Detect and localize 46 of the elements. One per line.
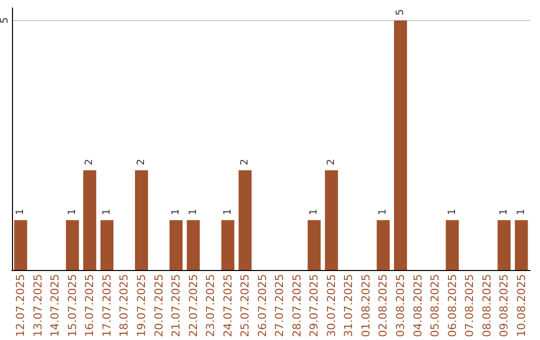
data-label: 1: [15, 208, 26, 216]
x-tick-label: 19.07.2025: [135, 274, 148, 337]
x-tick-label: 02.08.2025: [376, 274, 390, 337]
data-label: 1: [378, 208, 389, 216]
x-tick-label: 06.08.2025: [446, 274, 459, 337]
x-tick-label: 16.07.2025: [83, 274, 96, 337]
x-tick-label: 30.07.2025: [324, 274, 338, 337]
data-label: 2: [84, 158, 96, 166]
x-tick-label: 08.08.2025: [480, 274, 494, 337]
x-tick-label: 04.08.2025: [411, 274, 424, 337]
data-label: 1: [308, 208, 320, 216]
x-tick-label: 28.07.2025: [290, 274, 304, 337]
x-tick-label: 14.07.2025: [48, 274, 62, 337]
data-label: 1: [446, 208, 458, 216]
x-tick-label: 27.07.2025: [273, 274, 286, 337]
data-label: 1: [170, 208, 182, 216]
x-tick-label: 13.07.2025: [31, 274, 44, 337]
x-tick-label: 24.07.2025: [221, 274, 234, 337]
data-label: 1: [222, 208, 234, 216]
data-label: 2: [136, 158, 147, 166]
x-tick-label: 22.07.2025: [186, 274, 200, 337]
data-label: 1: [498, 208, 510, 216]
x-tick-label: 29.07.2025: [308, 274, 321, 337]
x-tick-label: 10.08.2025: [514, 274, 528, 337]
data-label: 1: [516, 208, 527, 216]
x-tick-label: 17.07.2025: [100, 274, 114, 337]
data-label: 1: [66, 208, 78, 216]
data-label: 2: [240, 158, 251, 166]
x-tick-label: 15.07.2025: [66, 274, 79, 337]
x-tick-label: 26.07.2025: [256, 274, 269, 337]
x-tick-label: 12.07.2025: [14, 274, 28, 337]
data-label: 1: [188, 208, 199, 216]
data-label: 2: [326, 158, 337, 166]
x-tick-label: 31.07.2025: [342, 274, 356, 337]
data-label: 1: [101, 208, 112, 216]
x-tick-label: 05.08.2025: [428, 274, 442, 337]
x-tick-label: 18.07.2025: [118, 274, 131, 337]
x-tick-label: 09.08.2025: [498, 274, 511, 337]
data-label: 5: [395, 9, 406, 16]
x-tick-label: 20.07.2025: [152, 274, 166, 337]
x-tick-label: 23.07.2025: [204, 274, 218, 337]
x-tick-label: 01.08.2025: [359, 274, 372, 337]
x-tick-label: 07.08.2025: [463, 274, 476, 337]
x-tick-label: 21.07.2025: [170, 274, 183, 337]
x-tick-label: 25.07.2025: [238, 274, 252, 337]
x-tick-label: 03.08.2025: [394, 274, 407, 337]
